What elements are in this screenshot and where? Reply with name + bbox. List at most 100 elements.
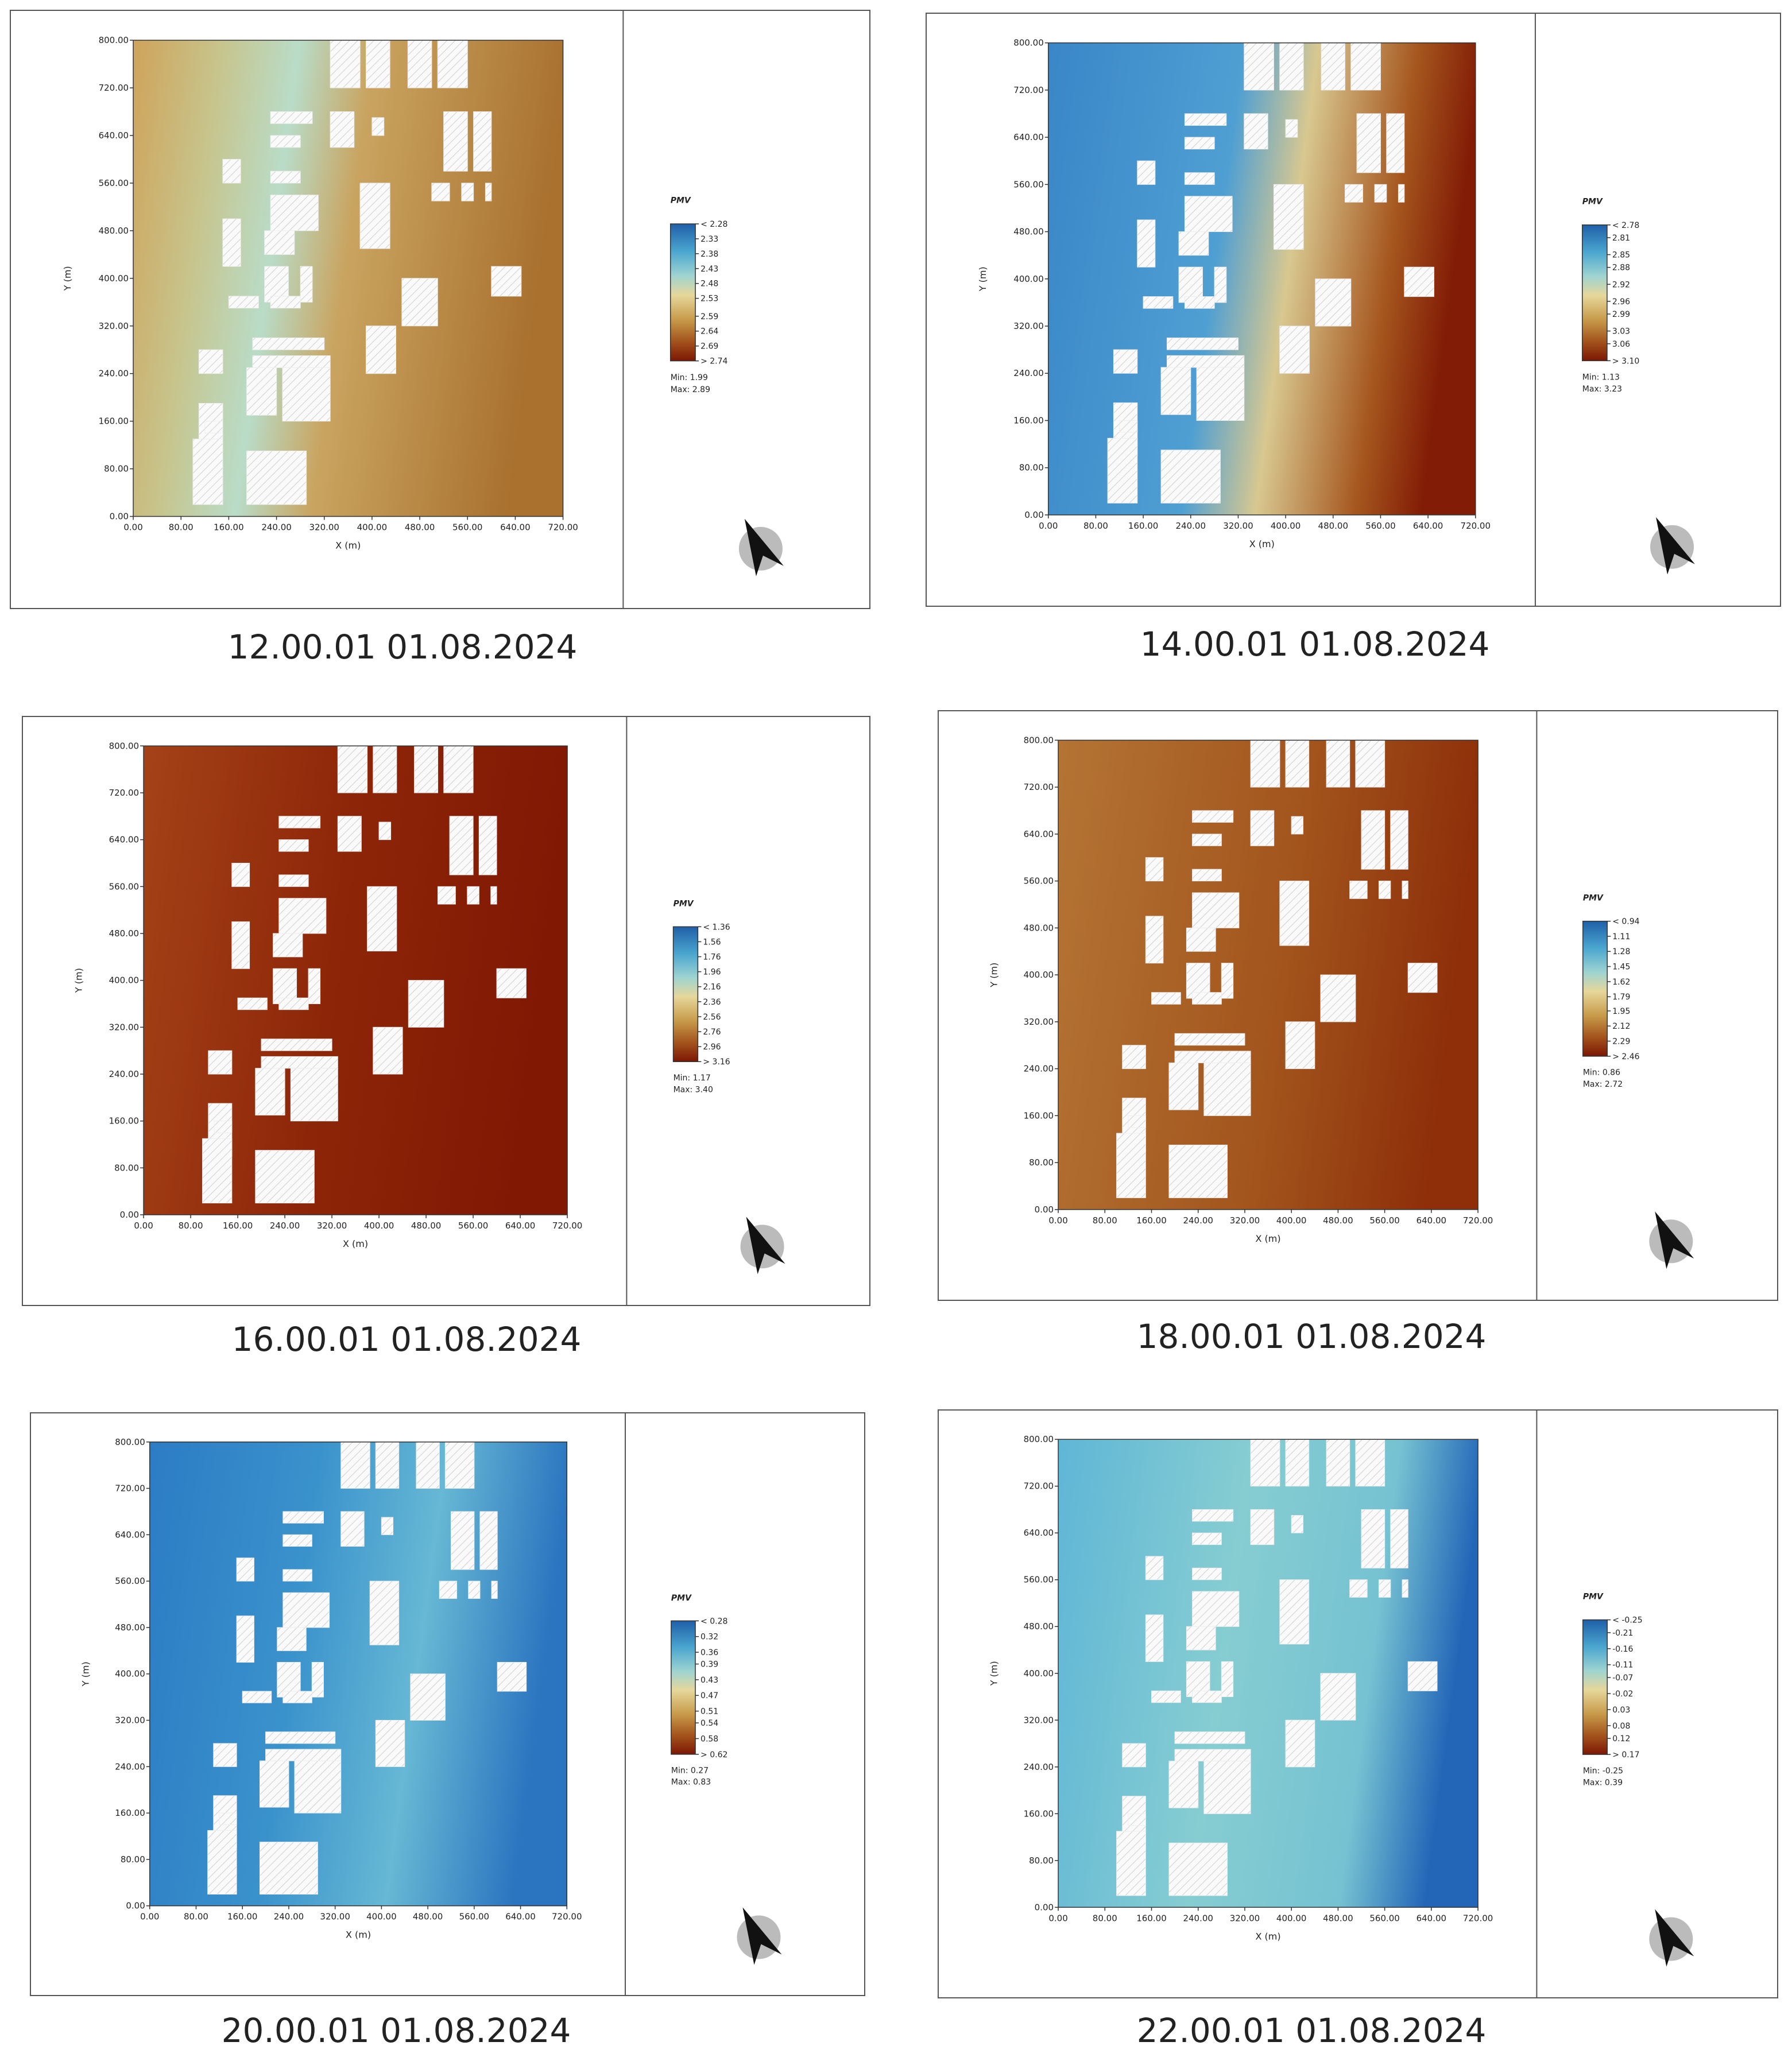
legend-min: Min: 0.27	[671, 1766, 709, 1775]
legend-max: Max: 2.72	[1583, 1080, 1623, 1089]
building	[282, 367, 331, 422]
building	[204, 421, 223, 433]
colorbar-label: > 2.46	[1612, 1052, 1639, 1061]
building	[359, 183, 390, 249]
building	[1168, 1062, 1199, 1110]
building	[1128, 1115, 1146, 1128]
building	[416, 1442, 440, 1489]
colorbar-label: 2.12	[1612, 1022, 1630, 1031]
colorbar-label: 2.38	[700, 250, 718, 259]
colorbar	[671, 1620, 696, 1755]
legend-title: PMV	[1583, 1593, 1604, 1602]
colorbar-label: 2.81	[1612, 234, 1630, 243]
building	[1402, 881, 1408, 899]
building	[367, 886, 397, 952]
y-tick-label: 640.00	[99, 130, 129, 141]
colorbar-label: 2.36	[703, 998, 721, 1007]
building	[282, 1534, 312, 1547]
building	[1407, 963, 1438, 993]
building	[444, 1442, 475, 1489]
building	[1192, 834, 1222, 846]
y-tick-label: 320.00	[99, 321, 129, 331]
y-tick-label: 560.00	[1024, 876, 1054, 886]
building	[369, 1580, 400, 1645]
x-tick-label: 400.00	[1271, 521, 1301, 531]
colorbar-label: 0.39	[700, 1660, 718, 1669]
y-tick-label: 80.00	[1029, 1157, 1054, 1168]
building	[270, 111, 313, 124]
colorbar-label: 2.69	[700, 342, 718, 351]
panel-timestamp: 20.00.01 01.08.2024	[222, 2011, 571, 2050]
building	[277, 1627, 307, 1651]
x-tick-label: 160.00	[227, 1912, 258, 1922]
x-tick-label: 240.00	[261, 522, 292, 533]
building	[1178, 231, 1209, 256]
building	[366, 326, 396, 374]
x-axis-label: X (m)	[346, 1930, 371, 1940]
colorbar-label: 2.59	[700, 312, 718, 321]
building	[242, 1691, 272, 1703]
y-tick-label: 800.00	[99, 35, 129, 45]
colorbar-label: 3.06	[1612, 340, 1630, 349]
building	[1192, 1690, 1222, 1703]
y-tick-label: 560.00	[99, 178, 129, 188]
legend-title: PMV	[1583, 894, 1604, 903]
y-tick-label: 800.00	[115, 1437, 145, 1447]
building	[1355, 739, 1385, 788]
building	[330, 111, 355, 148]
panel: 0.00 80.00 160.00 240.00 320.00 400.00 480.00 5…	[926, 13, 1781, 664]
x-tick-label: 400.00	[1276, 1913, 1307, 1923]
y-tick-label: 560.00	[1013, 179, 1044, 189]
building	[270, 296, 301, 309]
colorbar	[669, 223, 696, 362]
y-tick-label: 240.00	[115, 1761, 145, 1772]
x-tick-label: 400.00	[366, 1912, 397, 1922]
panel-timestamp: 16.00.01 01.08.2024	[232, 1320, 582, 1359]
colorbar-label: < 0.28	[700, 1617, 727, 1626]
y-tick-label: 80.00	[114, 1163, 139, 1173]
building	[1291, 816, 1303, 835]
building	[478, 816, 497, 875]
x-tick-label: 560.00	[1369, 1913, 1400, 1923]
x-tick-label: 80.00	[169, 522, 193, 533]
building	[401, 278, 438, 327]
building	[236, 1558, 254, 1582]
x-tick-label: 320.00	[1223, 521, 1253, 531]
building	[222, 218, 241, 267]
building	[290, 1068, 338, 1122]
x-tick-label: 640.00	[500, 522, 531, 533]
colorbar	[672, 926, 699, 1062]
y-tick-label: 640.00	[115, 1529, 145, 1540]
y-tick-label: 720.00	[1013, 85, 1044, 95]
y-tick-label: 240.00	[1024, 1762, 1054, 1772]
colorbar-label: 0.58	[700, 1734, 718, 1744]
building	[443, 745, 474, 793]
x-tick-label: 560.00	[452, 522, 483, 533]
building	[1407, 1661, 1438, 1691]
building	[1174, 1051, 1251, 1063]
building	[1390, 810, 1408, 870]
building	[1291, 1515, 1303, 1533]
building	[231, 921, 250, 969]
building	[381, 1517, 394, 1535]
building	[1390, 1509, 1408, 1568]
building	[491, 266, 522, 297]
building	[300, 266, 313, 303]
y-tick-label: 240.00	[1013, 368, 1044, 378]
building	[1279, 1579, 1310, 1645]
building	[1349, 1579, 1368, 1598]
building	[1116, 1133, 1146, 1198]
y-tick-label: 560.00	[1024, 1575, 1054, 1585]
building	[1273, 184, 1304, 250]
y-tick-label: 0.00	[1035, 1204, 1054, 1215]
building	[450, 1511, 475, 1570]
y-tick-label: 400.00	[1013, 274, 1044, 284]
colorbar-label: 2.64	[700, 327, 718, 336]
y-tick-label: 320.00	[109, 1022, 140, 1032]
y-tick-label: 480.00	[1013, 227, 1044, 237]
building	[490, 886, 497, 905]
y-tick-label: 240.00	[109, 1069, 140, 1079]
building	[270, 195, 319, 231]
building	[467, 886, 479, 905]
